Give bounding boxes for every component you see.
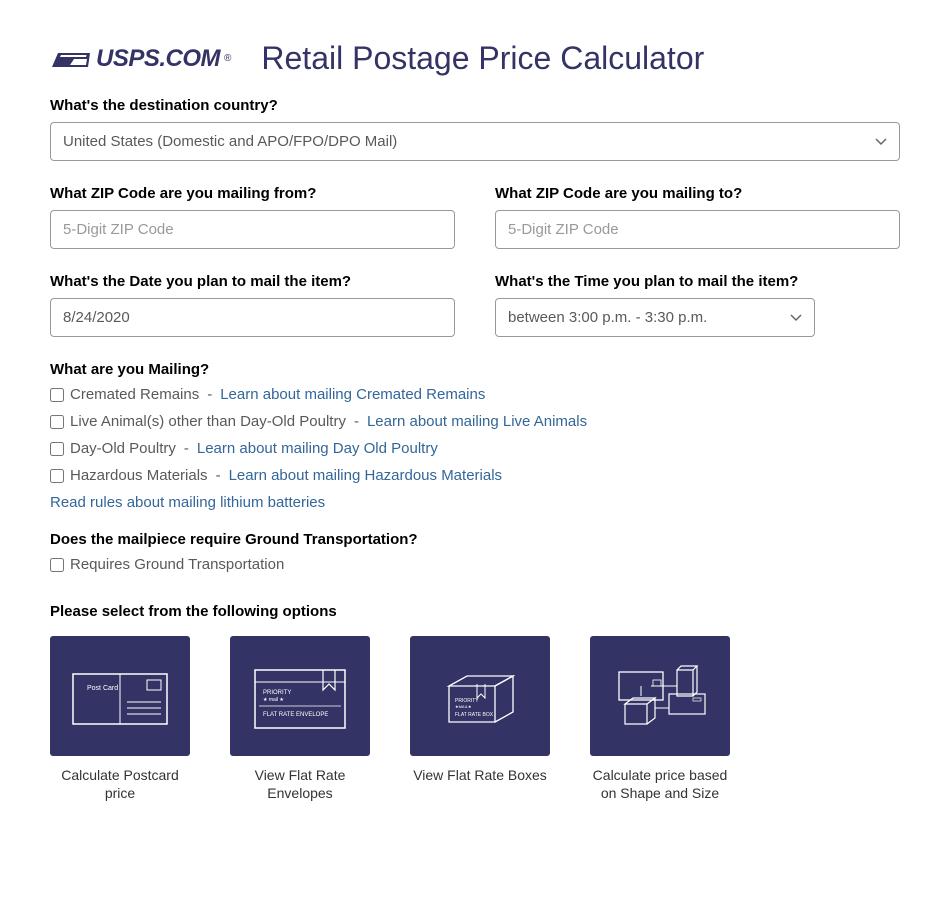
option-tile-icon (590, 636, 730, 756)
ground-checkbox-text: Requires Ground Transportation (70, 556, 284, 573)
zip-from-input[interactable] (50, 210, 455, 249)
mailing-text: Day-Old Poultry (70, 440, 176, 457)
option-card-0[interactable]: Post Card Calculate Postcard price (50, 636, 190, 802)
option-card-1[interactable]: PRIORITY★ mail ★ FLAT RATE ENVELOPE View F… (230, 636, 370, 802)
mailing-link-0[interactable]: Learn about mailing Cremated Remains (220, 386, 485, 403)
option-label: View Flat Rate Envelopes (230, 766, 370, 802)
zip-from-label: What ZIP Code are you mailing from? (50, 185, 455, 202)
svg-text:Post Card: Post Card (87, 685, 118, 692)
ground-section: Does the mailpiece require Ground Transp… (50, 531, 900, 573)
option-label: View Flat Rate Boxes (410, 766, 550, 784)
mailing-checkbox-1[interactable] (50, 415, 64, 429)
mailing-link-1[interactable]: Learn about mailing Live Animals (367, 413, 587, 430)
logo-reg: ® (224, 53, 231, 64)
page-title: Retail Postage Price Calculator (261, 40, 704, 77)
date-input[interactable] (50, 298, 455, 337)
options-label: Please select from the following options (50, 603, 900, 620)
ground-label: Does the mailpiece require Ground Transp… (50, 531, 900, 548)
mailing-text: Hazardous Materials (70, 467, 208, 484)
zip-to-col: What ZIP Code are you mailing to? (495, 185, 900, 249)
mailing-checkbox-0[interactable] (50, 388, 64, 402)
destination-label: What's the destination country? (50, 97, 900, 114)
mailing-item: Day-Old Poultry - Learn about mailing Da… (50, 440, 900, 457)
zip-to-input[interactable] (495, 210, 900, 249)
option-tile-icon: Post Card (50, 636, 190, 756)
svg-text:FLAT RATE BOX: FLAT RATE BOX (455, 712, 494, 718)
date-label: What's the Date you plan to mail the ite… (50, 273, 455, 290)
mailing-checkbox-2[interactable] (50, 442, 64, 456)
mailing-label: What are you Mailing? (50, 361, 900, 378)
svg-text:FLAT RATE ENVELOPE: FLAT RATE ENVELOPE (263, 712, 328, 718)
zip-row: What ZIP Code are you mailing from? What… (50, 185, 900, 249)
option-card-3[interactable]: Calculate price based on Shape and Size (590, 636, 730, 802)
option-card-2[interactable]: PRIORITY★MAIL★FLAT RATE BOXView Flat Rat… (410, 636, 550, 802)
eagle-icon (50, 45, 92, 73)
mailing-link-3[interactable]: Learn about mailing Hazardous Materials (229, 467, 502, 484)
datetime-row: What's the Date you plan to mail the ite… (50, 273, 900, 337)
lithium-link[interactable]: Read rules about mailing lithium batteri… (50, 494, 325, 511)
time-select[interactable]: between 3:00 p.m. - 3:30 p.m. (495, 298, 815, 337)
mailing-link-2[interactable]: Learn about mailing Day Old Poultry (197, 440, 438, 457)
zip-from-col: What ZIP Code are you mailing from? (50, 185, 455, 249)
options-section: Please select from the following options… (50, 603, 900, 802)
zip-to-label: What ZIP Code are you mailing to? (495, 185, 900, 202)
mailing-text: Cremated Remains (70, 386, 199, 403)
mailing-item: Cremated Remains - Learn about mailing C… (50, 386, 900, 403)
svg-text:★MAIL★: ★MAIL★ (455, 704, 472, 709)
svg-text:★ mail ★: ★ mail ★ (263, 697, 284, 703)
mailing-checkbox-3[interactable] (50, 469, 64, 483)
mailing-item: Hazardous Materials - Learn about mailin… (50, 467, 900, 484)
destination-section: What's the destination country? United S… (50, 97, 900, 161)
destination-select[interactable]: United States (Domestic and APO/FPO/DPO … (50, 122, 900, 161)
usps-logo: USPS.COM ® (50, 45, 231, 73)
option-label: Calculate price based on Shape and Size (590, 766, 730, 802)
svg-text:PRIORITY: PRIORITY (263, 690, 291, 696)
time-label: What's the Time you plan to mail the ite… (495, 273, 900, 290)
option-label: Calculate Postcard price (50, 766, 190, 802)
date-col: What's the Date you plan to mail the ite… (50, 273, 455, 337)
mailing-item: Live Animal(s) other than Day-Old Poultr… (50, 413, 900, 430)
option-tile-icon: PRIORITY★ mail ★ FLAT RATE ENVELOPE (230, 636, 370, 756)
mailing-section: What are you Mailing? Cremated Remains -… (50, 361, 900, 511)
option-tile-icon: PRIORITY★MAIL★FLAT RATE BOX (410, 636, 550, 756)
page-header: USPS.COM ® Retail Postage Price Calculato… (50, 40, 900, 77)
ground-checkbox[interactable] (50, 558, 64, 572)
time-col: What's the Time you plan to mail the ite… (495, 273, 900, 337)
mailing-text: Live Animal(s) other than Day-Old Poultr… (70, 413, 346, 430)
logo-text: USPS.COM (96, 45, 220, 73)
